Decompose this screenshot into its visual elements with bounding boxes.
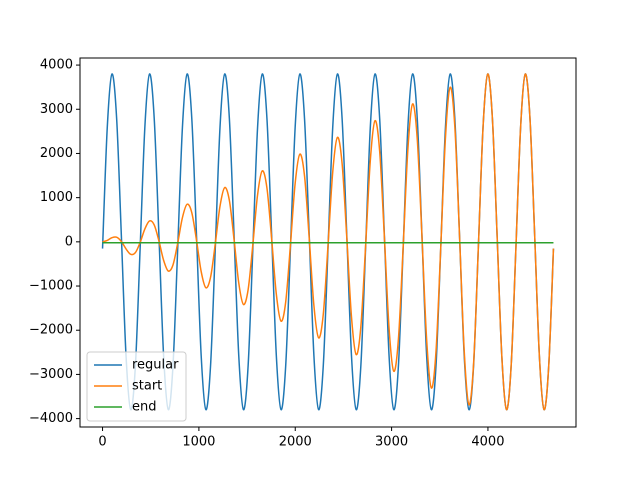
legend-box [86, 351, 187, 422]
y-tick-label: 1000 [40, 190, 73, 205]
legend: regular start end [86, 351, 187, 422]
y-tick-label: −1000 [29, 279, 73, 294]
y-tick-label: −2000 [29, 323, 73, 338]
x-tick-label: 3000 [375, 435, 408, 450]
legend-label: start [132, 379, 162, 394]
legend-label: end [132, 400, 157, 415]
y-tick-label: 0 [65, 234, 73, 249]
axes-frame [79, 57, 577, 428]
legend-label: regular [132, 358, 179, 373]
x-tick-label: 2000 [279, 435, 312, 450]
plot-area [101, 73, 555, 411]
x-tick-label: 4000 [471, 435, 504, 450]
x-tick-label: 0 [98, 435, 106, 450]
y-tick-label: 3000 [40, 102, 73, 117]
y-tick-label: 2000 [40, 146, 73, 161]
y-tick-label: 4000 [40, 58, 73, 73]
y-tick-label: −3000 [29, 367, 73, 382]
series-line [102, 73, 555, 411]
x-tick-label: 1000 [182, 435, 215, 450]
y-tick-label: −4000 [29, 411, 73, 426]
